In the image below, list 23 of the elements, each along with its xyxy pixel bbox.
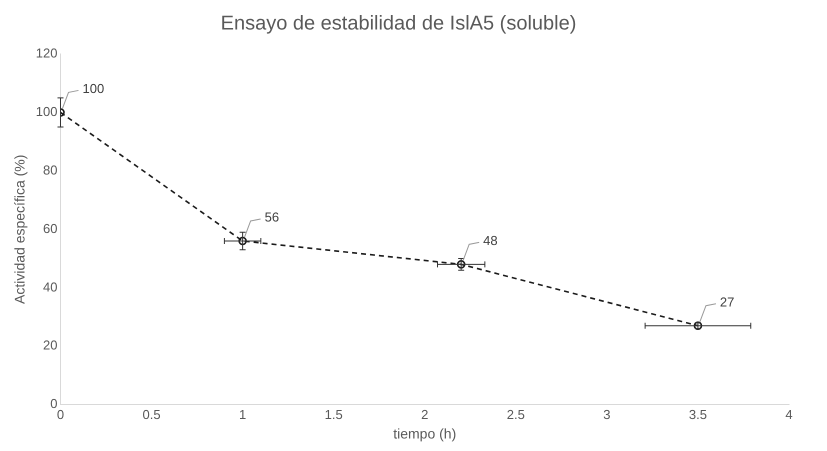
data-label: 56	[264, 210, 280, 225]
x-tick-label: 3.5	[688, 406, 707, 422]
y-tick-label: 20	[43, 338, 58, 353]
x-tick-label: 1	[239, 406, 246, 422]
y-tick-label: 0	[50, 396, 58, 412]
data-label: 27	[720, 294, 734, 310]
x-tick-label: 4	[785, 406, 793, 422]
y-tick-label: 40	[43, 279, 58, 294]
data-label: 48	[483, 232, 498, 248]
chart-title: Ensayo de estabilidad de IslA5 (soluble)	[220, 12, 576, 35]
y-tick-label: 100	[36, 104, 58, 120]
x-tick-label: 1.5	[324, 406, 343, 422]
x-tick-label: 3	[603, 406, 610, 422]
y-axis-title: Actividad específica (%)	[11, 154, 28, 304]
x-axis-title: tiempo (h)	[393, 425, 456, 442]
point	[238, 236, 247, 246]
y-tick-label: 80	[43, 162, 58, 178]
x-tick-label: 2.5	[506, 406, 525, 422]
x-tick-label: 2	[421, 406, 428, 422]
x-tick-label: 0.5	[142, 406, 161, 422]
y-tick-label: 60	[43, 220, 58, 236]
data-label: 100	[82, 81, 104, 96]
y-tick-label: 120	[36, 46, 58, 61]
